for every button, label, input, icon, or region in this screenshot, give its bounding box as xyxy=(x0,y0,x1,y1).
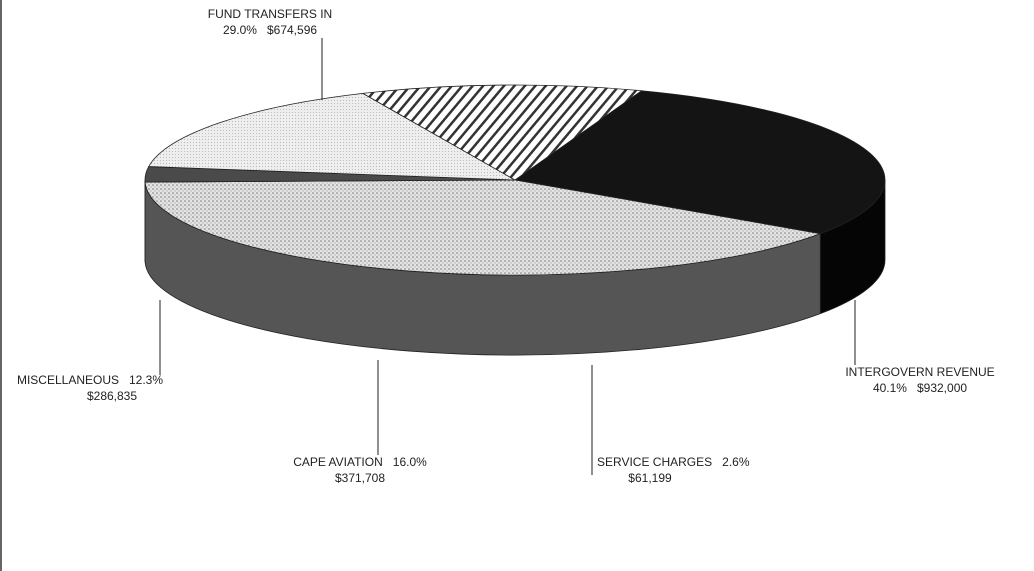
amount-label: $371,708 xyxy=(335,471,385,485)
amount-label: $61,199 xyxy=(628,471,672,485)
slice-label: $371,708 xyxy=(335,471,385,485)
category-label: FUND TRANSFERS IN xyxy=(208,7,332,21)
slice-label: $286,835 xyxy=(87,389,137,403)
percent-label: 16.0% xyxy=(393,455,427,469)
slice xyxy=(513,90,886,235)
slice-label: CAPE AVIATION 16.0% xyxy=(293,455,427,469)
category-label: INTERGOVERN REVENUE xyxy=(845,365,994,379)
category-label: CAPE AVIATION xyxy=(293,455,383,469)
slice xyxy=(148,92,516,181)
amount-label: $674,596 xyxy=(267,23,317,37)
slice-label: MISCELLANEOUS 12.3% xyxy=(17,373,163,387)
amount-label: $286,835 xyxy=(87,389,137,403)
percent-label: 29.0% xyxy=(223,23,257,37)
percent-label: 2.6% xyxy=(722,455,750,469)
slice xyxy=(361,84,643,181)
slice-label: 29.0% $674,596 xyxy=(223,23,317,37)
category-label: MISCELLANEOUS xyxy=(17,373,119,387)
amount-label: $932,000 xyxy=(917,381,967,395)
percent-label: 12.3% xyxy=(129,373,163,387)
slice-label: 40.1% $932,000 xyxy=(873,381,967,395)
slice-label: FUND TRANSFERS IN xyxy=(208,7,332,21)
slice-label: $61,199 xyxy=(628,471,672,485)
slice-label: INTERGOVERN REVENUE xyxy=(845,365,994,379)
category-label: SERVICE CHARGES xyxy=(597,455,712,469)
slice xyxy=(144,179,822,276)
slice-label: SERVICE CHARGES 2.6% xyxy=(597,455,750,469)
percent-label: 40.1% xyxy=(873,381,907,395)
